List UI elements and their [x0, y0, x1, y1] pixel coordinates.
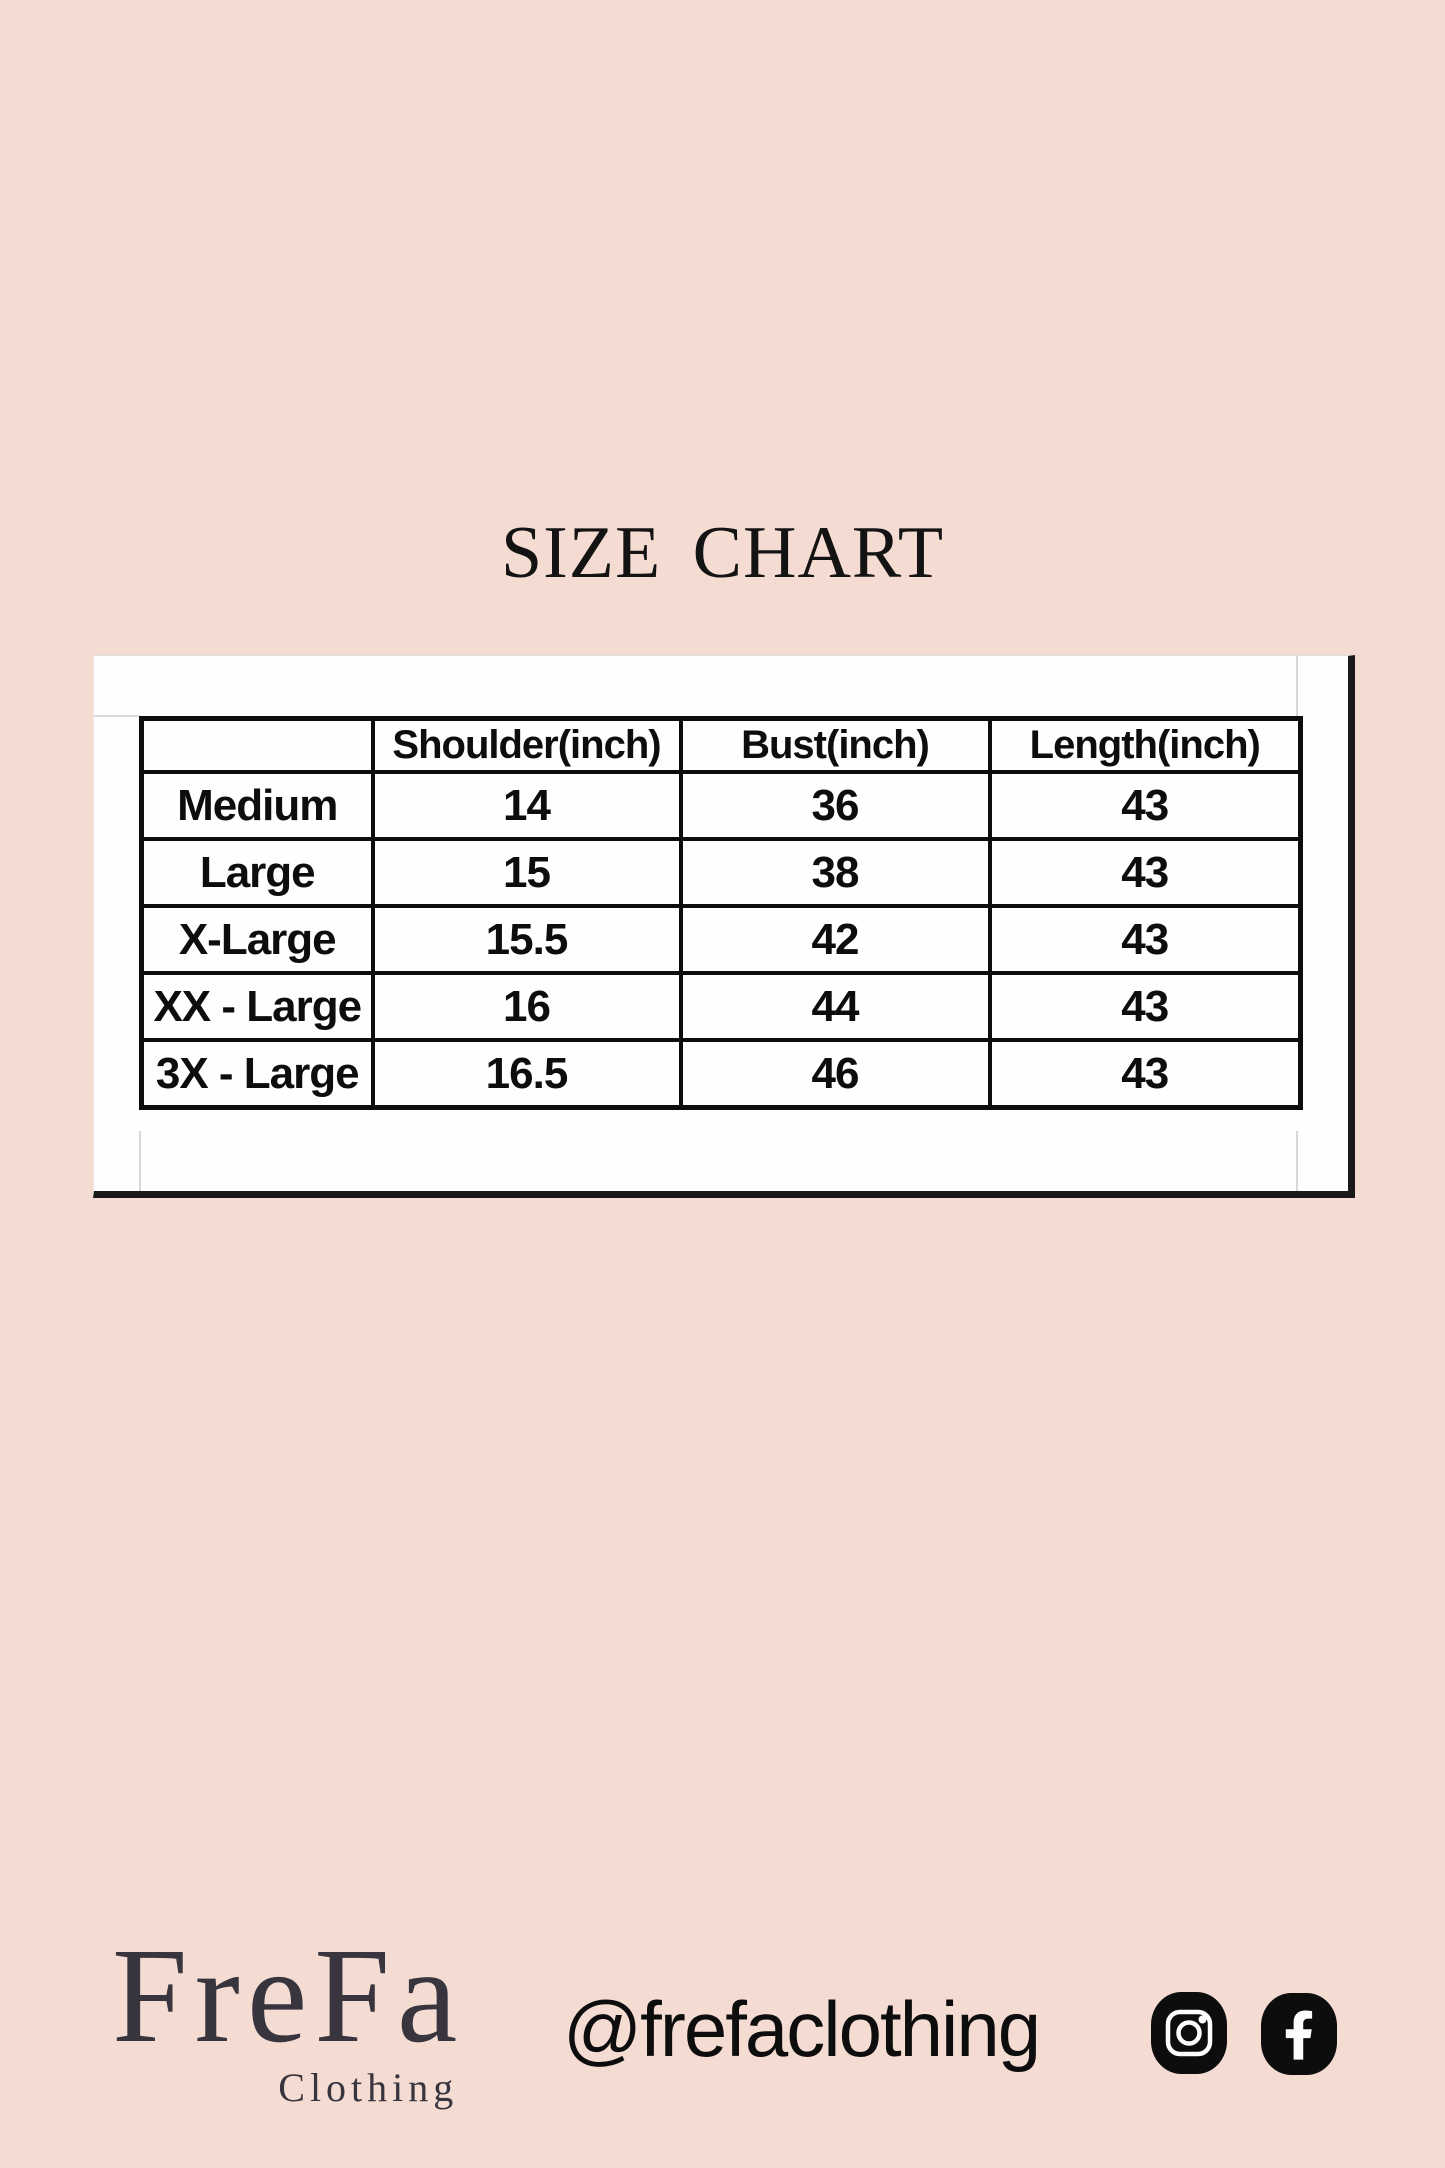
brand-logo: FreFa Clothing [112, 1928, 464, 2111]
cell-size: 3X - Large [139, 1038, 375, 1110]
cell-length: 43 [987, 971, 1303, 1042]
spreadsheet-gridline [94, 715, 139, 717]
cell-shoulder: 16.5 [370, 1038, 683, 1110]
cell-shoulder: 14 [370, 770, 683, 841]
cell-bust: 42 [678, 904, 992, 975]
social-handle: @frefaclothing [563, 1985, 1041, 2073]
page-title: SIZE CHART [500, 512, 945, 594]
size-table: Shoulder(inch) Bust(inch) Length(inch) M… [139, 716, 1303, 1110]
cell-shoulder: 15 [370, 837, 683, 908]
table-header-row: Shoulder(inch) Bust(inch) Length(inch) [139, 716, 1303, 774]
cell-size: Large [139, 837, 375, 908]
cell-size: X-Large [139, 904, 375, 975]
cell-bust: 36 [678, 770, 992, 841]
header-bust: Bust(inch) [678, 716, 992, 774]
header-length: Length(inch) [987, 716, 1303, 774]
cell-length: 43 [987, 904, 1303, 975]
cell-bust: 38 [678, 837, 992, 908]
table-row: X-Large 15.5 42 43 [139, 904, 1303, 975]
table-row: 3X - Large 16.5 46 43 [139, 1038, 1303, 1110]
spreadsheet-gridline [1296, 656, 1298, 716]
brand-name: FreFa [112, 1921, 465, 2071]
instagram-icon [1151, 1992, 1227, 2074]
brand-subtitle: Clothing [278, 2065, 459, 2110]
cell-shoulder: 15.5 [370, 904, 683, 975]
table-row: Large 15 38 43 [139, 837, 1303, 908]
spreadsheet-box: Shoulder(inch) Bust(inch) Length(inch) M… [93, 655, 1355, 1198]
cell-length: 43 [987, 837, 1303, 908]
spreadsheet-gridline [139, 1131, 141, 1191]
header-shoulder: Shoulder(inch) [370, 716, 683, 774]
cell-size: Medium [139, 770, 375, 841]
cell-size: XX - Large [139, 971, 375, 1042]
cell-bust: 44 [678, 971, 992, 1042]
header-size [139, 716, 375, 774]
cell-shoulder: 16 [370, 971, 683, 1042]
table-row: Medium 14 36 43 [139, 770, 1303, 841]
cell-bust: 46 [678, 1038, 992, 1110]
cell-length: 43 [987, 1038, 1303, 1110]
table-row: XX - Large 16 44 43 [139, 971, 1303, 1042]
spreadsheet-gridline [1296, 1131, 1298, 1191]
facebook-icon [1261, 1993, 1337, 2075]
cell-length: 43 [987, 770, 1303, 841]
